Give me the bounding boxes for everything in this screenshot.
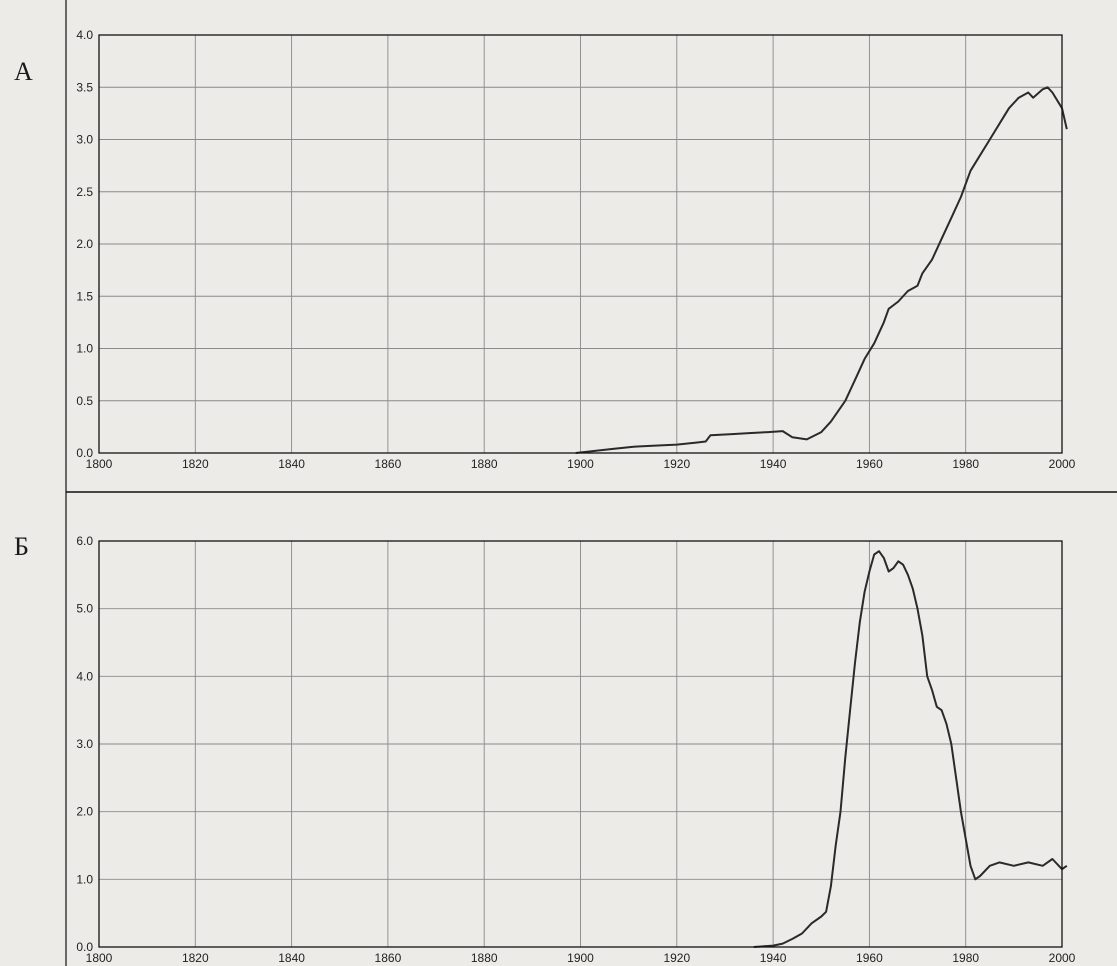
y-tick-label-b: 0.0 xyxy=(76,940,93,954)
y-tick-label-a: 3.0 xyxy=(76,133,93,147)
x-tick-label-b: 1920 xyxy=(663,951,690,965)
x-tick-label-a: 1940 xyxy=(760,457,787,471)
x-tick-label-b: 1980 xyxy=(952,951,979,965)
x-tick-label-a: 1800 xyxy=(86,457,113,471)
y-tick-label-b: 1.0 xyxy=(76,872,93,886)
plot-frame-b xyxy=(98,540,1063,948)
chart-panel-a: А 0.0 0.5 1.0 1.5 2.0 2.5 3.0 3.5 4.0 1800 1820 18… xyxy=(14,28,1076,471)
y-tick-label-b: 2.0 xyxy=(76,805,93,819)
x-tick-label-a: 1880 xyxy=(471,457,498,471)
x-tick-label-b: 1880 xyxy=(471,951,498,965)
series-line-a xyxy=(575,86,1068,454)
x-tick-label-b: 1800 xyxy=(86,951,113,965)
y-tick-label-a: 2.0 xyxy=(76,237,93,251)
x-tick-label-b: 1960 xyxy=(856,951,883,965)
x-tick-label-b: 1900 xyxy=(567,951,594,965)
x-tick-label-a: 1920 xyxy=(663,457,690,471)
x-tick-label-a: 1860 xyxy=(375,457,402,471)
y-tick-label-b: 6.0 xyxy=(76,534,93,548)
chart-panel-b: Б 0.0 1.0 2.0 3.0 4.0 5.0 6.0 1800 1820 1840 1860… xyxy=(14,532,1076,965)
panel-label-a: А xyxy=(14,57,33,86)
y-tick-label-a: 4.0 xyxy=(76,28,93,42)
panel-label-b: Б xyxy=(14,532,29,561)
y-tick-label-a: 3.5 xyxy=(76,80,93,94)
x-tick-label-b: 1840 xyxy=(278,951,305,965)
y-tick-label-a: 1.0 xyxy=(76,342,93,356)
y-tick-label-b: 4.0 xyxy=(76,669,93,683)
series-line-b xyxy=(753,550,1068,948)
x-tick-label-a: 2000 xyxy=(1049,457,1076,471)
x-tick-label-a: 1900 xyxy=(567,457,594,471)
x-tick-label-b: 2000 xyxy=(1049,951,1076,965)
x-tick-label-b: 1860 xyxy=(375,951,402,965)
x-tick-label-a: 1960 xyxy=(856,457,883,471)
y-tick-label-b: 3.0 xyxy=(76,737,93,751)
x-tick-label-a: 1820 xyxy=(182,457,209,471)
x-tick-label-b: 1940 xyxy=(760,951,787,965)
y-tick-label-a: 1.5 xyxy=(76,289,93,303)
y-tick-label-a: 2.5 xyxy=(76,185,93,199)
x-tick-label-b: 1820 xyxy=(182,951,209,965)
y-tick-label-a: 0.0 xyxy=(76,446,93,460)
plot-frame-a xyxy=(98,34,1063,454)
y-tick-label-b: 5.0 xyxy=(76,602,93,616)
y-tick-label-a: 0.5 xyxy=(76,394,93,408)
x-tick-label-a: 1980 xyxy=(952,457,979,471)
x-tick-label-a: 1840 xyxy=(278,457,305,471)
